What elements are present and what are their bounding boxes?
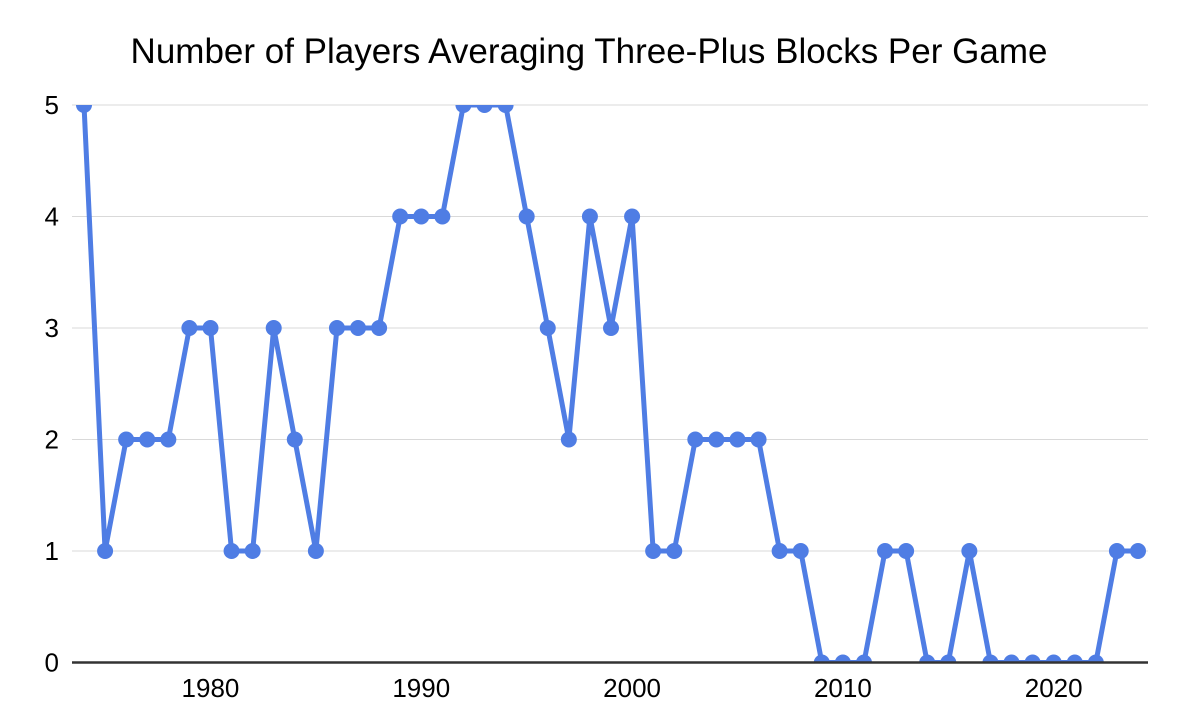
x-tick-label: 2000 (603, 673, 661, 703)
data-point-marker (750, 431, 767, 448)
data-point-marker (792, 543, 809, 559)
x-tick-label: 2020 (1025, 673, 1083, 703)
x-axis-tick-labels: 1980 1990 2000 2010 2020 (182, 673, 1083, 703)
data-point-marker (940, 654, 957, 663)
data-point-marker (181, 320, 198, 336)
data-point-marker (877, 543, 894, 559)
data-point-marker (413, 208, 430, 225)
data-point-marker (160, 431, 177, 448)
data-point-marker (265, 320, 282, 336)
data-point-marker (202, 320, 219, 336)
data-point-marker (307, 543, 324, 559)
data-point-marker (1087, 654, 1104, 663)
data-point-marker (855, 654, 872, 663)
data-point-marker (434, 208, 451, 225)
x-tick-label: 1990 (392, 673, 450, 703)
data-point-marker (328, 320, 345, 336)
data-point-marker (961, 543, 978, 559)
x-tick-label: 2010 (814, 673, 872, 703)
data-point-marker (898, 543, 915, 559)
data-point-marker (223, 543, 240, 559)
data-point-marker (1108, 543, 1125, 559)
data-point-marker (476, 105, 493, 113)
y-tick-label: 5 (45, 90, 59, 120)
y-tick-label: 2 (45, 425, 59, 455)
y-axis-tick-labels: 0 1 2 3 4 5 (45, 90, 59, 678)
data-point-marker (1024, 654, 1041, 663)
data-point-marker (539, 320, 556, 336)
data-point-marker (729, 431, 746, 448)
data-point-marker (1130, 543, 1146, 559)
chart-title: Number of Players Averaging Three-Plus B… (131, 32, 1048, 71)
data-point-marker (708, 431, 725, 448)
data-series (76, 105, 1146, 663)
data-point-marker (834, 654, 851, 663)
data-point-marker (581, 208, 598, 225)
y-tick-label: 0 (45, 648, 59, 678)
data-point-marker (371, 320, 388, 336)
data-point-marker (1045, 654, 1062, 663)
data-point-marker (497, 105, 514, 113)
data-point-marker (771, 543, 788, 559)
data-point-marker (813, 654, 830, 663)
y-tick-label: 1 (45, 536, 59, 566)
data-point-marker (350, 320, 367, 336)
data-point-marker (139, 431, 156, 448)
data-point-marker (76, 105, 92, 113)
data-point-marker (455, 105, 472, 113)
data-point-marker (666, 543, 683, 559)
data-point-marker (645, 543, 662, 559)
data-point-marker (687, 431, 704, 448)
data-point-marker (1066, 654, 1083, 663)
data-point-marker (286, 431, 303, 448)
y-tick-label: 3 (45, 313, 59, 343)
data-point-marker (97, 543, 114, 559)
data-point-marker (118, 431, 135, 448)
data-point-marker (244, 543, 261, 559)
data-point-marker (982, 654, 999, 663)
data-point-marker (603, 320, 619, 336)
data-point-marker (919, 654, 936, 663)
data-point-marker (1003, 654, 1020, 663)
x-tick-label: 1980 (182, 673, 240, 703)
series-line (81, 105, 1138, 663)
data-point-marker (624, 208, 641, 225)
data-point-marker (392, 208, 409, 225)
data-point-marker (518, 208, 535, 225)
data-point-marker (560, 431, 577, 448)
y-tick-label: 4 (45, 202, 59, 232)
